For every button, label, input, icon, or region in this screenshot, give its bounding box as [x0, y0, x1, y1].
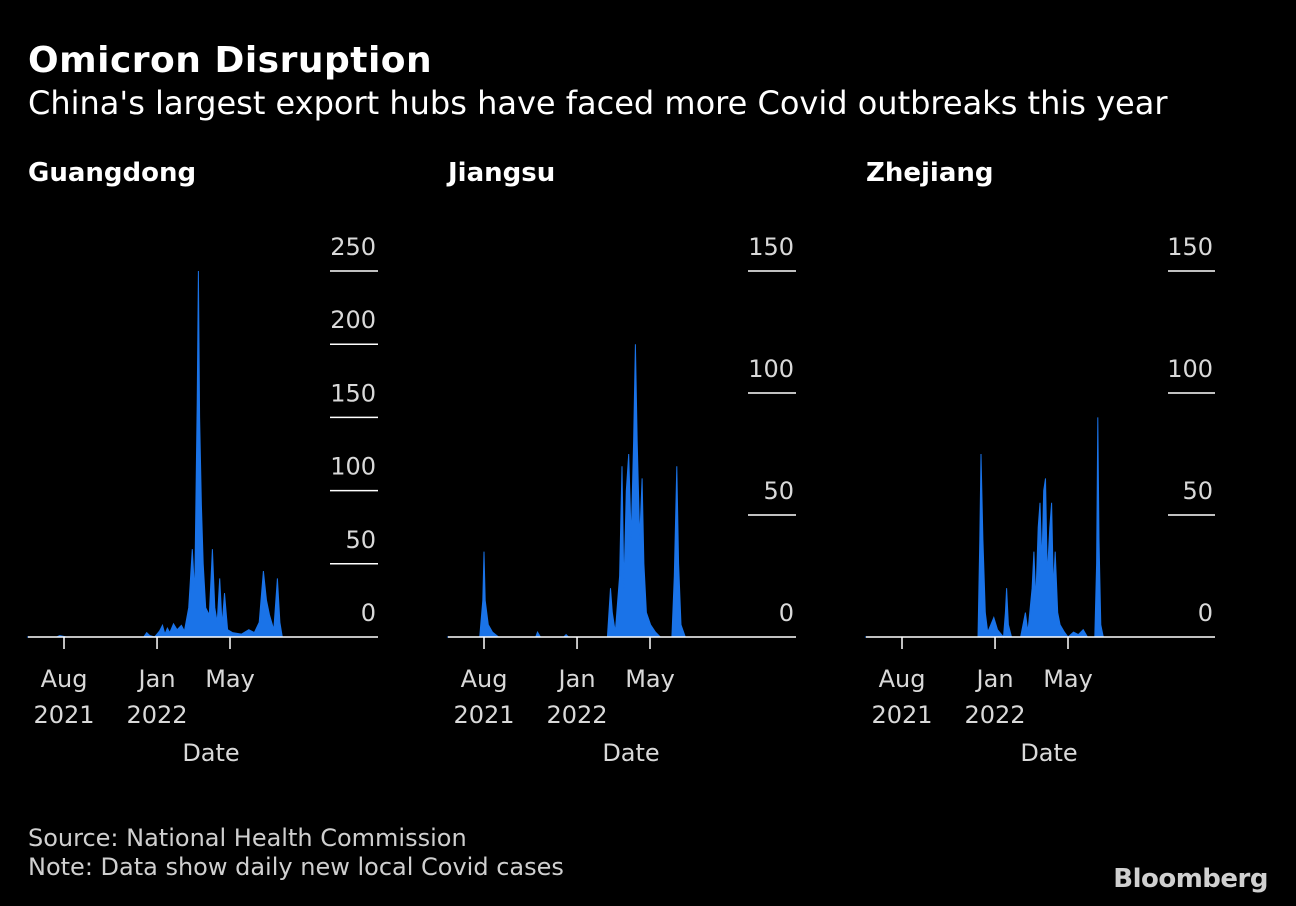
panel-title-guangdong: Guangdong: [28, 158, 197, 188]
y-tick-label-guangdong-150: 150: [330, 379, 376, 407]
x-axis-title-jiangsu: Date: [602, 739, 659, 767]
y-tick-label-zhejiang-50: 50: [1182, 477, 1213, 505]
y-tick-label-guangdong-200: 200: [330, 306, 376, 334]
panel-title-zhejiang: Zhejiang: [866, 158, 994, 188]
y-tick-label-guangdong-100: 100: [330, 453, 376, 481]
x-tick-label-guangdong-1: Jan: [137, 665, 176, 693]
y-tick-label-zhejiang-100: 100: [1167, 355, 1213, 383]
x-tick-label-year-zhejiang-0: 2021: [871, 701, 932, 729]
y-tick-label-guangdong-0: 0: [361, 599, 376, 627]
y-tick-label-zhejiang-150: 150: [1167, 233, 1213, 261]
x-axis-title-zhejiang: Date: [1020, 739, 1077, 767]
x-tick-label-year-zhejiang-1: 2022: [964, 701, 1025, 729]
x-tick-label-jiangsu-0: Aug: [461, 665, 508, 693]
x-axis-title-guangdong: Date: [182, 739, 239, 767]
chart-subtitle: China's largest export hubs have faced m…: [28, 84, 1168, 122]
x-tick-label-year-jiangsu-1: 2022: [546, 701, 607, 729]
x-tick-label-zhejiang-2: May: [1043, 665, 1093, 693]
area-series-jiangsu: [446, 344, 703, 638]
x-tick-label-year-guangdong-0: 2021: [33, 701, 94, 729]
x-tick-label-guangdong-2: May: [205, 665, 255, 693]
panel-jiangsu: 0 50 100 150 Aug 2021 Jan 2022 May Date: [446, 233, 796, 767]
x-tick-label-zhejiang-0: Aug: [879, 665, 926, 693]
y-tick-label-jiangsu-0: 0: [779, 599, 794, 627]
chart-title: Omicron Disruption: [28, 40, 433, 81]
source-note: Source: National Health Commission: [28, 824, 467, 852]
y-tick-label-jiangsu-150: 150: [748, 233, 794, 261]
area-series-zhejiang: [864, 417, 1121, 639]
panel-zhejiang: 0 50 100 150 Aug 2021 Jan 2022 May Date: [864, 233, 1215, 767]
data-note: Note: Data show daily new local Covid ca…: [28, 853, 564, 881]
x-tick-label-zhejiang-1: Jan: [975, 665, 1014, 693]
y-tick-label-jiangsu-100: 100: [748, 355, 794, 383]
area-series-guangdong: [26, 270, 283, 638]
x-tick-label-year-guangdong-1: 2022: [126, 701, 187, 729]
panel-title-jiangsu: Jiangsu: [448, 158, 556, 188]
x-tick-label-guangdong-0: Aug: [41, 665, 88, 693]
bloomberg-logo: Bloomberg: [1113, 864, 1268, 894]
x-tick-label-jiangsu-1: Jan: [557, 665, 596, 693]
y-tick-label-guangdong-50: 50: [345, 526, 376, 554]
y-tick-label-jiangsu-50: 50: [763, 477, 794, 505]
x-tick-label-jiangsu-2: May: [625, 665, 675, 693]
x-tick-label-year-jiangsu-0: 2021: [453, 701, 514, 729]
panel-guangdong: 0 50 100 150 200 250 Aug 2021 Jan 2022 May Date: [26, 233, 378, 767]
y-tick-label-zhejiang-0: 0: [1198, 599, 1213, 627]
y-tick-label-guangdong-250: 250: [330, 233, 376, 261]
